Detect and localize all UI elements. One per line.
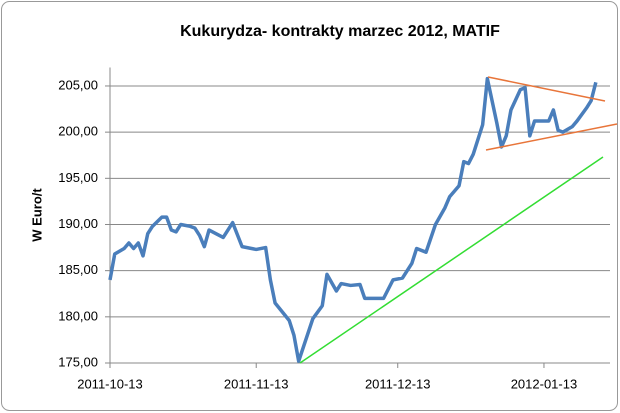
y-tick-label: 185,00 xyxy=(58,262,98,277)
x-tick-label: 2012-01-13 xyxy=(511,376,578,391)
support-trend-line xyxy=(299,156,604,364)
triangle-support-line xyxy=(485,123,618,151)
y-tick-label: 180,00 xyxy=(58,308,98,323)
x-tick-label: 2011-12-13 xyxy=(365,376,431,391)
y-tick-label: 200,00 xyxy=(58,124,98,139)
x-tick-label: 2011-11-13 xyxy=(224,376,289,391)
x-tick-label: 2011-10-13 xyxy=(77,376,143,391)
plot: 175,00 180,00 185,00 190,00 195,00 200,00 205,… xyxy=(58,67,610,391)
y-axis-label: W Euro/t xyxy=(29,188,44,242)
y-tick-label: 195,00 xyxy=(58,170,98,185)
chart-title: Kukurydza- kontrakty marzec 2012, MATIF xyxy=(180,23,500,40)
y-tick-label: 175,00 xyxy=(58,354,98,369)
y-tick-label: 205,00 xyxy=(58,77,98,92)
y-tick-label: 190,00 xyxy=(58,216,98,231)
price-line xyxy=(108,76,598,363)
resistance-trend-line xyxy=(487,76,606,102)
